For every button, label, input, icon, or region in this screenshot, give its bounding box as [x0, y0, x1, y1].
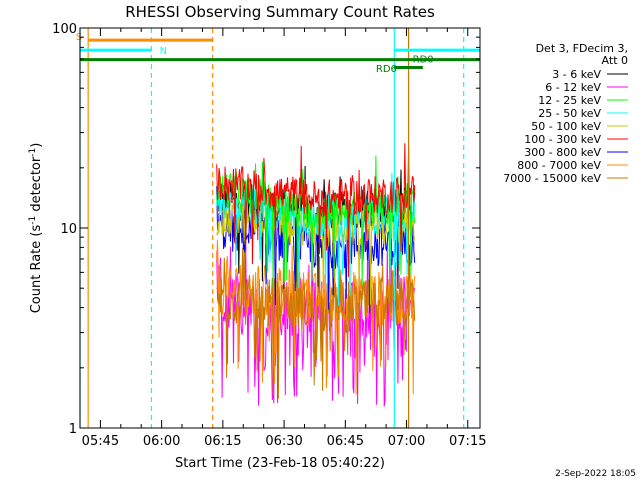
data-series-layer — [216, 143, 416, 407]
chart-title: RHESSI Observing Summary Count Rates — [125, 3, 435, 21]
annotation-layer: S N RD6 RD0 — [76, 28, 480, 428]
x-axis-label: Start Time (23-Feb-18 05:40:22) — [175, 456, 385, 471]
series-line — [216, 243, 416, 407]
flag-label: RD0 — [413, 54, 434, 65]
legend-label: 3 - 6 keV — [552, 68, 601, 81]
y-tick-label: 1 — [69, 422, 77, 437]
legend-header: Det 3, FDecim 3, — [536, 42, 628, 55]
y-axis-label: Count Rate (s-1 detector-1) — [28, 143, 44, 314]
legend-label: 800 - 7000 keV — [517, 159, 601, 172]
legend-label: 7000 - 15000 keV — [503, 172, 601, 185]
axes-layer: 05:45 06:00 06:15 06:30 06:45 07:00 07:15 1 10 10… — [52, 22, 486, 449]
flag-label: RD6 — [376, 64, 397, 75]
x-tick-label: 06:15 — [204, 434, 241, 449]
series-line — [216, 143, 416, 277]
x-tick-label: 07:00 — [388, 434, 425, 449]
series-line — [216, 184, 416, 314]
legend-label: 100 - 300 keV — [524, 133, 601, 146]
legend-label: 12 - 25 keV — [538, 94, 601, 107]
legend-label: 300 - 800 keV — [524, 146, 601, 159]
legend-label: 50 - 100 keV — [531, 120, 601, 133]
flag-label: N — [160, 46, 167, 57]
legend-label: 6 - 12 keV — [545, 81, 601, 94]
x-tick-label: 06:00 — [143, 434, 180, 449]
x-tick-label: 06:30 — [265, 434, 302, 449]
series-line — [216, 240, 416, 399]
x-tick-label: 06:45 — [327, 434, 364, 449]
x-tick-label: 05:45 — [82, 434, 119, 449]
flag-label: S — [76, 32, 82, 43]
footer-date: 2-Sep-2022 18:05 — [555, 469, 636, 479]
legend-header: Att 0 — [602, 54, 628, 67]
x-tick-label: 07:15 — [449, 434, 486, 449]
y-tick-label: 10 — [60, 222, 77, 237]
y-tick-label: 100 — [52, 22, 77, 37]
legend-label: 25 - 50 keV — [538, 107, 601, 120]
